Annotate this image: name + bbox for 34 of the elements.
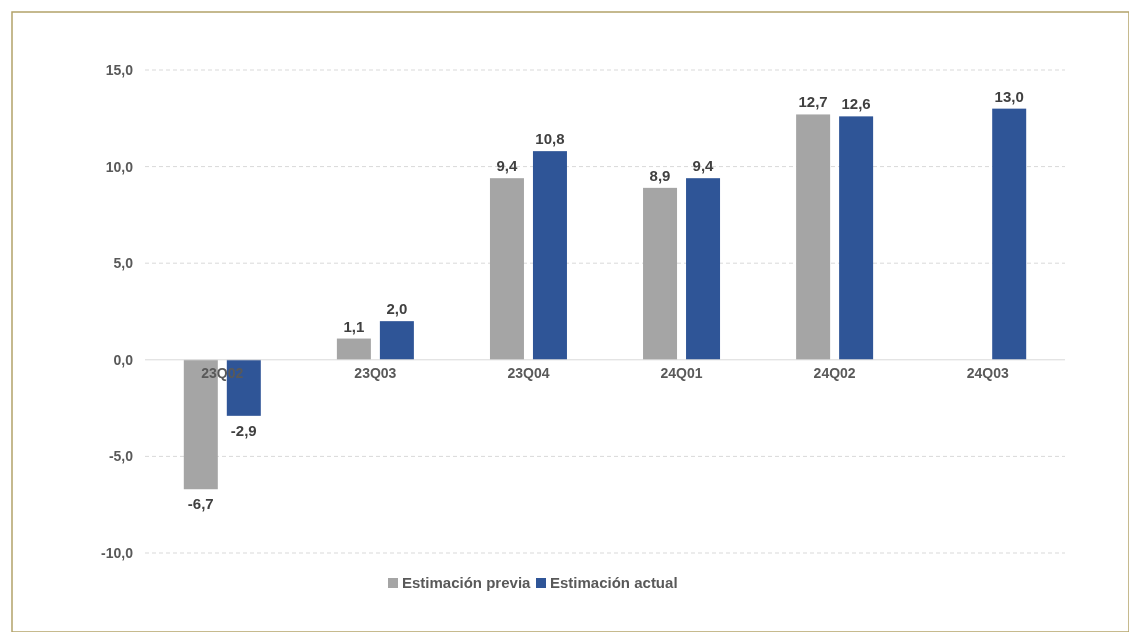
- x-tick-label: 24Q01: [660, 364, 703, 381]
- bar: [532, 151, 567, 360]
- data-label: 10,8: [535, 130, 565, 148]
- data-label: 13,0: [994, 87, 1024, 105]
- y-tick-label: 5,0: [113, 255, 134, 272]
- data-label: 8,9: [649, 166, 671, 184]
- y-tick-label: -5,0: [108, 448, 134, 465]
- y-tick-label: 0,0: [113, 351, 134, 368]
- y-tick-label: 10,0: [105, 158, 134, 175]
- y-tick-label: -10,0: [101, 545, 134, 561]
- x-tick-label: 24Q02: [813, 364, 856, 381]
- data-label: 9,4: [692, 157, 715, 175]
- bar: [379, 321, 414, 360]
- x-tick-label: 23Q04: [507, 364, 550, 381]
- bar: [643, 187, 678, 360]
- bar: [839, 116, 874, 360]
- data-label: -2,9: [230, 421, 257, 439]
- data-label: 1,1: [343, 317, 365, 335]
- bar: [796, 114, 831, 360]
- bar: [686, 178, 721, 360]
- legend-label: Estimación previa: [402, 574, 532, 591]
- x-tick-label: 24Q03: [966, 364, 1009, 381]
- bar: [992, 108, 1027, 360]
- y-tick-label: 15,0: [105, 62, 134, 78]
- data-label: -6,7: [187, 495, 214, 513]
- data-label: 9,4: [496, 157, 519, 175]
- data-label: 12,7: [798, 93, 828, 111]
- bar: [489, 178, 524, 360]
- data-label: 2,0: [386, 300, 408, 318]
- x-tick-label: 23Q03: [354, 364, 397, 381]
- legend-label: Estimación actual: [550, 574, 678, 591]
- bar: [336, 338, 371, 360]
- x-tick-label: 23Q02: [201, 364, 244, 381]
- data-label: 12,6: [841, 95, 871, 113]
